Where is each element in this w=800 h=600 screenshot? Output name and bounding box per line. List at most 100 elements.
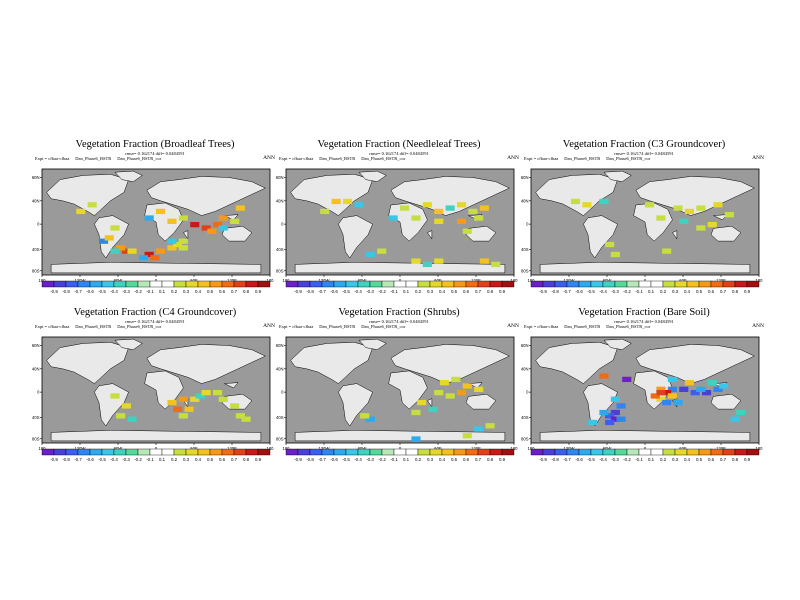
colorbar-swatch xyxy=(614,448,628,456)
colorbar-swatch xyxy=(602,280,616,288)
panel-stats: rmse= 0.162174 diff= 0.0484591 xyxy=(369,151,429,156)
land-mass-0 xyxy=(290,174,373,216)
y-tick-label: 60N xyxy=(521,343,529,348)
land-mass-8 xyxy=(294,430,506,442)
y-tick-label: 40N xyxy=(276,366,284,371)
colorbar-label: 0.6 xyxy=(708,457,715,462)
colorbar-swatch xyxy=(297,448,311,456)
colorbar-swatch xyxy=(65,448,79,456)
x-tick-label: 60W xyxy=(603,446,612,451)
panel-title: Vegetation Fraction (Bare Soil) xyxy=(578,307,710,318)
colorbar-swatch xyxy=(233,448,247,456)
anomaly-cell xyxy=(411,215,421,221)
anomaly-cell xyxy=(730,416,740,422)
anomaly-cell xyxy=(451,376,461,383)
colorbar-swatch xyxy=(686,448,700,456)
anomaly-cell xyxy=(570,198,581,205)
anomaly-cell xyxy=(116,245,126,251)
anomaly-cell xyxy=(462,228,472,234)
colorbar-swatch xyxy=(285,280,299,288)
anomaly-cell xyxy=(707,380,717,386)
x-tick-label: 180 xyxy=(511,278,519,283)
anomaly-cell xyxy=(673,205,683,211)
x-tick-label: 0 xyxy=(155,446,158,451)
colorbar-swatch xyxy=(113,280,127,288)
land-mass-0 xyxy=(46,174,129,216)
land-mass-8 xyxy=(539,262,751,274)
x-tick-label: 180 xyxy=(528,278,536,283)
colorbar-swatch xyxy=(161,448,175,456)
anomaly-cell xyxy=(610,416,620,422)
colorbar-label: 0.3 xyxy=(183,457,190,462)
land-mass-8 xyxy=(294,262,506,274)
anomaly-cell xyxy=(127,416,137,422)
colorbar-swatch xyxy=(101,448,115,456)
colorbar-label: 0.3 xyxy=(427,289,434,294)
panel-expt: Expt = cfbaa-cfbaa Dan_Phase6_BSTR Dan_Pha… xyxy=(35,324,235,329)
anomaly-cell xyxy=(213,390,223,396)
colorbar-swatch xyxy=(489,448,503,456)
colorbar-label: -0.4 xyxy=(599,457,607,462)
colorbar-label: -0.7 xyxy=(318,457,326,462)
anomaly-cell xyxy=(485,423,495,429)
land-mass-4 xyxy=(388,370,428,410)
colorbar-label: -0.4 xyxy=(110,457,118,462)
colorbar-label: -0.4 xyxy=(599,289,607,294)
colorbar-label: 0.1 xyxy=(403,289,410,294)
colorbar-swatch xyxy=(89,280,103,288)
colorbar-swatch xyxy=(465,280,479,288)
panel-season: ANN xyxy=(507,323,519,329)
anomaly-cell xyxy=(588,419,598,426)
panel-expt: Expt = cfbaa-cfbaa Dan_Phase6_BSTR Dan_Pha… xyxy=(279,156,479,161)
anomaly-cell xyxy=(656,390,666,396)
colorbar-swatch xyxy=(233,280,247,288)
colorbar-swatch xyxy=(465,448,479,456)
colorbar-label: 0.7 xyxy=(720,457,727,462)
colorbar-label: 0.4 xyxy=(684,457,691,462)
panel-expt: Expt = cfbaa-cfbaa Dan_Phase6_BSTR Dan_Pha… xyxy=(524,156,724,161)
colorbar-swatch xyxy=(722,280,736,288)
colorbar-label: 0.7 xyxy=(475,457,482,462)
y-tick-label: 80S xyxy=(521,436,529,441)
x-tick-label: 180 xyxy=(39,278,47,283)
colorbar-label: -0.2 xyxy=(623,289,631,294)
land-mass-7 xyxy=(672,230,678,240)
anomaly-cell xyxy=(354,202,364,208)
x-tick-label: 120W xyxy=(564,446,575,451)
colorbar-label: -0.2 xyxy=(378,457,386,462)
colorbar-label: -0.1 xyxy=(635,289,643,294)
land-mass-2 xyxy=(338,215,373,259)
colorbar-label: 0.5 xyxy=(207,457,214,462)
panel-title: Vegetation Fraction (Shrubs) xyxy=(338,307,460,318)
colorbar-label: 0.6 xyxy=(219,289,226,294)
colorbar-swatch xyxy=(161,280,175,288)
anomaly-cell xyxy=(127,248,137,254)
anomaly-cell xyxy=(235,413,245,419)
x-tick-label: 60E xyxy=(679,446,687,451)
colorbar-label: 0.2 xyxy=(660,289,667,294)
colorbar-swatch xyxy=(209,448,223,456)
anomaly-cell xyxy=(457,218,467,224)
x-tick-label: 60E xyxy=(190,278,198,283)
colorbar-swatch xyxy=(357,448,371,456)
anomaly-cell xyxy=(702,390,712,396)
y-tick-label: 0 xyxy=(37,390,40,395)
anomaly-cell xyxy=(610,251,620,258)
colorbar-label: 0.5 xyxy=(451,289,458,294)
land-mass-0 xyxy=(535,174,618,216)
colorbar-label: -0.2 xyxy=(134,289,142,294)
anomaly-cell xyxy=(605,413,615,419)
anomaly-cell xyxy=(610,396,620,402)
colorbar-swatch xyxy=(554,448,568,456)
colorbar-swatch xyxy=(746,448,760,456)
anomaly-cell xyxy=(713,202,723,208)
panel-title: Vegetation Fraction (C4 Groundcover) xyxy=(73,307,237,318)
colorbar-swatch xyxy=(698,280,712,288)
colorbar-label: -0.3 xyxy=(611,289,619,294)
colorbar-label: -0.2 xyxy=(134,457,142,462)
colorbar-swatch xyxy=(65,280,79,288)
colorbar-label: 0.3 xyxy=(427,457,434,462)
colorbar-label: -0.8 xyxy=(62,457,70,462)
colorbar-label: 0.4 xyxy=(195,289,202,294)
anomaly-cell xyxy=(173,241,183,248)
